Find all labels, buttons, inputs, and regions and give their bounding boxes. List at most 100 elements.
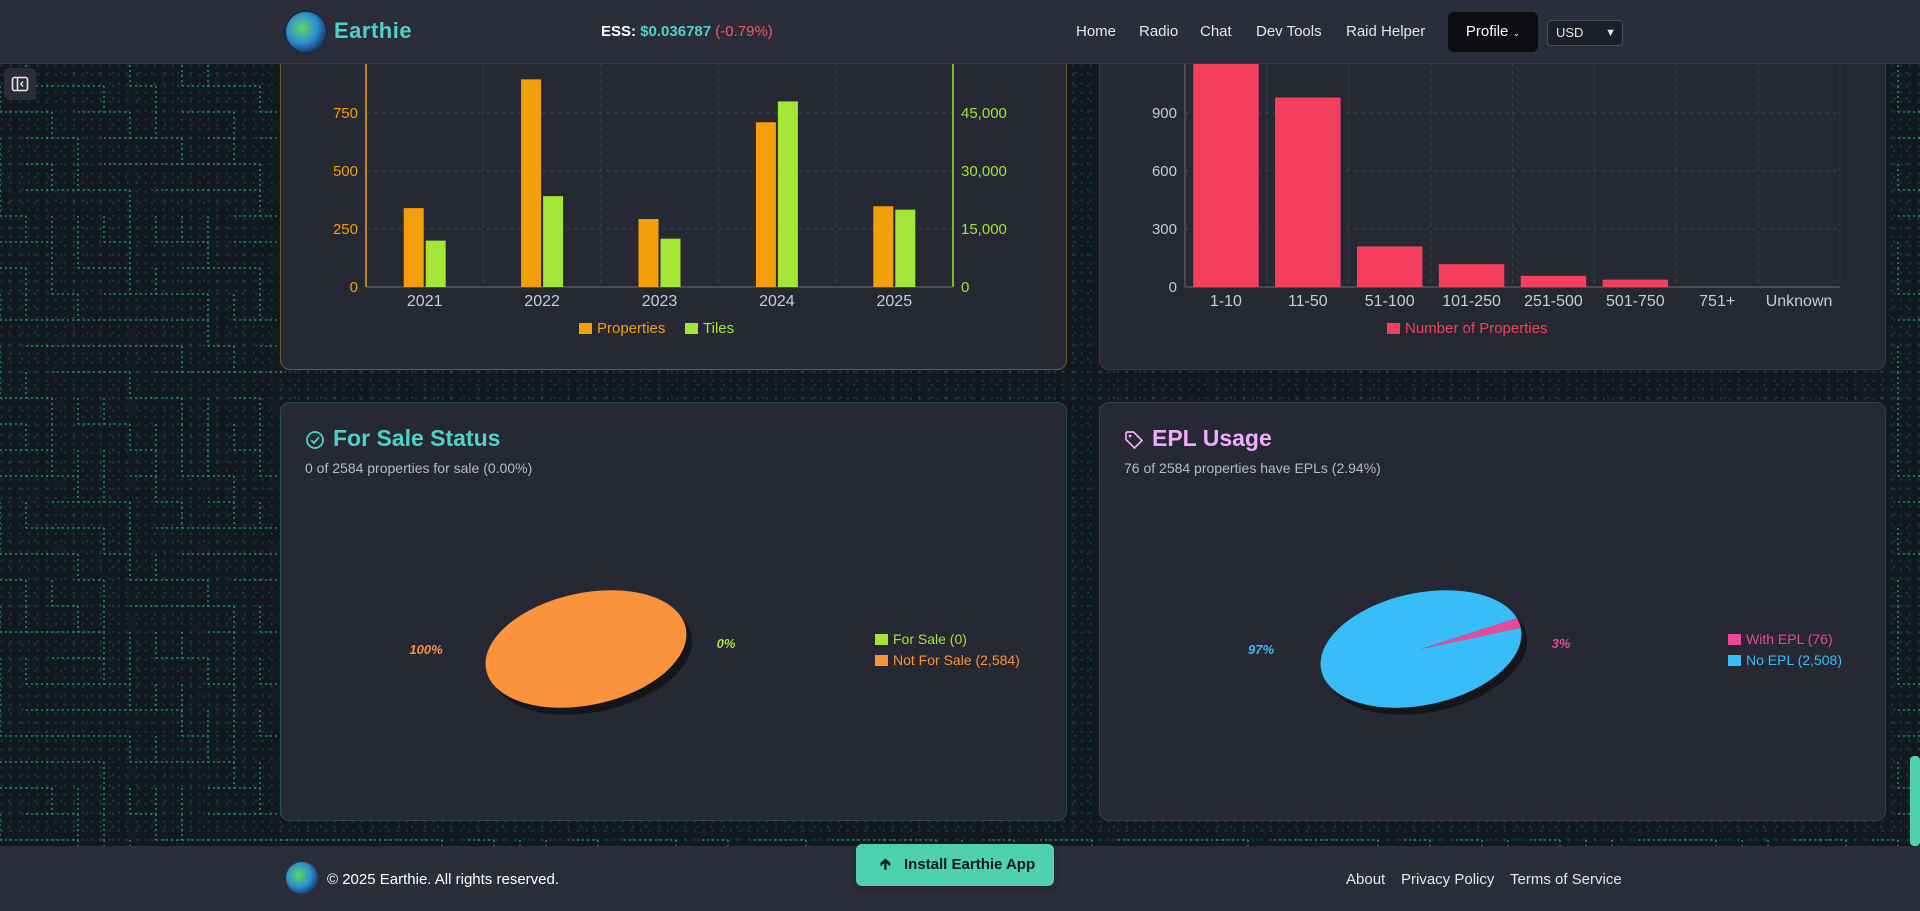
x-tick-label: 2024 bbox=[759, 293, 795, 310]
earthie-logo-icon bbox=[286, 862, 318, 894]
y-tick-label: 300 bbox=[1152, 221, 1177, 238]
legend-properties[interactable]: Properties bbox=[579, 320, 665, 337]
bar-1-10 bbox=[1193, 55, 1259, 287]
nav-chat[interactable]: Chat bbox=[1200, 23, 1232, 40]
epl-pie-chart: 97% 3% bbox=[1248, 590, 1571, 715]
x-tick-label: 2022 bbox=[524, 293, 560, 310]
legend-label: No EPL (2,508) bbox=[1746, 652, 1842, 668]
legend-tiles[interactable]: Tiles bbox=[685, 320, 734, 337]
tag-icon bbox=[1125, 431, 1143, 449]
left-tick-label: 0 bbox=[350, 279, 358, 296]
upload-arrow-icon: 🡱 bbox=[880, 856, 891, 873]
currency-select[interactable]: USD ▼ bbox=[1547, 20, 1623, 46]
profile-button[interactable]: Profile ⌄ bbox=[1448, 12, 1538, 52]
for-sale-pie-chart: 100% 0% bbox=[409, 590, 736, 715]
pie-label-small: 3% bbox=[1552, 636, 1571, 651]
right-tick-label: 15,000 bbox=[961, 221, 1007, 238]
for-sale-status-card: For Sale Status 0 of 2584 properties for… bbox=[280, 402, 1067, 821]
brand-name[interactable]: Earthie bbox=[334, 18, 413, 43]
pie-label-large: 97% bbox=[1248, 642, 1274, 657]
legend-label: Number of Properties bbox=[1405, 320, 1548, 337]
bar-501-750 bbox=[1602, 279, 1669, 287]
bar-properties-2024 bbox=[755, 122, 776, 287]
legend-with-epl[interactable]: With EPL (76) bbox=[1728, 631, 1833, 647]
right-tick-label: 0 bbox=[961, 279, 969, 296]
sidebar-panel-icon bbox=[11, 76, 29, 92]
y-tick-label: 0 bbox=[1169, 279, 1177, 296]
ess-price: $0.036787 bbox=[640, 23, 712, 40]
legend-number-of-properties[interactable]: Number of Properties bbox=[1387, 320, 1548, 337]
currency-value: USD bbox=[1556, 25, 1584, 40]
nav-raid-helper[interactable]: Raid Helper bbox=[1346, 23, 1426, 40]
ess-label: ESS: bbox=[601, 23, 637, 40]
top-navbar: Earthie ESS: $0.036787 (-0.79%) Home Rad… bbox=[0, 0, 1920, 64]
pie-slice-no-epl bbox=[1320, 590, 1522, 708]
legend-for-sale[interactable]: For Sale (0) bbox=[875, 631, 967, 647]
footer-link-privacy[interactable]: Privacy Policy bbox=[1401, 871, 1495, 888]
x-tick-label: Unknown bbox=[1766, 293, 1833, 310]
bar-properties-2021 bbox=[403, 208, 424, 287]
nav-dev-tools[interactable]: Dev Tools bbox=[1256, 23, 1322, 40]
bar-properties-2022 bbox=[521, 79, 542, 287]
footer-link-about[interactable]: About bbox=[1346, 871, 1386, 888]
nav-radio[interactable]: Radio bbox=[1139, 23, 1179, 40]
legend-swatch bbox=[579, 323, 592, 334]
x-tick-label: 751+ bbox=[1699, 293, 1735, 310]
legend-swatch bbox=[1387, 323, 1400, 334]
legend-label: Properties bbox=[597, 320, 666, 337]
left-tick-label: 750 bbox=[333, 105, 358, 122]
yearly-bar-chart: 0025015,00050030,00075045,0001,00060,000… bbox=[320, 41, 1007, 310]
x-tick-label: 51-100 bbox=[1365, 293, 1415, 310]
earthie-logo-icon[interactable] bbox=[286, 12, 326, 52]
legend-swatch bbox=[875, 655, 888, 666]
install-app-button[interactable]: 🡱 Install Earthie App bbox=[856, 844, 1054, 886]
for-sale-subtitle: 0 of 2584 properties for sale (0.00%) bbox=[305, 460, 533, 476]
legend-swatch bbox=[1728, 655, 1741, 666]
x-tick-label: 11-50 bbox=[1288, 293, 1328, 310]
pie-group bbox=[1320, 590, 1528, 715]
pie-label-small: 0% bbox=[717, 636, 736, 651]
bar-251-500 bbox=[1520, 275, 1587, 287]
bar-tiles-2025 bbox=[895, 209, 916, 287]
bar-tiles-2022 bbox=[543, 196, 564, 287]
bar-51-100 bbox=[1356, 246, 1423, 287]
legend-swatch bbox=[875, 634, 888, 645]
y-tick-label: 900 bbox=[1152, 105, 1177, 122]
ess-price-ticker: ESS: $0.036787 (-0.79%) bbox=[601, 23, 773, 40]
right-tick-label: 45,000 bbox=[961, 105, 1007, 122]
left-tick-label: 250 bbox=[333, 221, 358, 238]
chevron-down-icon: ⌄ bbox=[1512, 28, 1521, 38]
y-tick-label: 600 bbox=[1152, 163, 1177, 180]
x-tick-label: 501-750 bbox=[1606, 293, 1665, 310]
legend-swatch bbox=[1728, 634, 1741, 645]
epl-usage-card: EPL Usage 76 of 2584 properties have EPL… bbox=[1099, 402, 1886, 821]
footer-link-terms[interactable]: Terms of Service bbox=[1510, 871, 1622, 888]
sidebar-toggle-button[interactable] bbox=[4, 68, 36, 100]
page-scrollbar-thumb[interactable] bbox=[1910, 756, 1920, 846]
bar-tiles-2023 bbox=[660, 238, 681, 287]
pie-label-large: 100% bbox=[409, 642, 443, 657]
chevron-down-icon: ▼ bbox=[1605, 27, 1616, 39]
check-circle-icon bbox=[306, 431, 324, 449]
legend-swatch bbox=[685, 323, 698, 334]
pie-slice-with-epl bbox=[1421, 618, 1521, 649]
bar-11-50 bbox=[1275, 97, 1341, 288]
legend-label: Tiles bbox=[703, 320, 735, 337]
legend-no-epl[interactable]: No EPL (2,508) bbox=[1728, 652, 1842, 668]
x-tick-label: 251-500 bbox=[1524, 293, 1583, 310]
card-title-text: For Sale Status bbox=[333, 425, 501, 451]
yearly-chart-card: 0025015,00050030,00075045,0001,00060,000… bbox=[280, 40, 1067, 370]
left-tick-label: 500 bbox=[333, 163, 358, 180]
right-tick-label: 30,000 bbox=[961, 163, 1007, 180]
x-tick-label: 1-10 bbox=[1210, 293, 1242, 310]
legend-label: Not For Sale (2,584) bbox=[893, 652, 1020, 668]
bar-tiles-2021 bbox=[425, 240, 446, 287]
x-tick-label: 2025 bbox=[877, 293, 913, 310]
ess-change: (-0.79%) bbox=[715, 23, 773, 40]
legend-not-for-sale[interactable]: Not For Sale (2,584) bbox=[875, 652, 1020, 668]
copyright-text: © 2025 Earthie. All rights reserved. bbox=[327, 871, 560, 888]
nav-home[interactable]: Home bbox=[1076, 23, 1117, 40]
bar-properties-2023 bbox=[638, 219, 659, 287]
card-title-text: EPL Usage bbox=[1152, 425, 1272, 451]
bar-properties-2025 bbox=[873, 206, 894, 287]
